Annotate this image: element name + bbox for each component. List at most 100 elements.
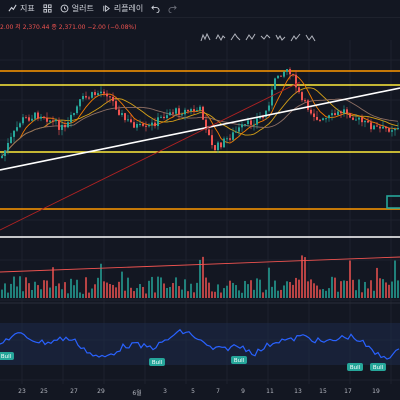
candle-body bbox=[379, 126, 381, 129]
time-axis-label: 5 bbox=[191, 388, 195, 395]
volume-bar bbox=[109, 284, 111, 298]
volume-bar bbox=[238, 290, 240, 298]
candle-body bbox=[292, 74, 294, 76]
candle-body bbox=[46, 117, 48, 122]
volume-bar bbox=[76, 279, 78, 298]
candle-body bbox=[19, 123, 21, 128]
candle-body bbox=[322, 118, 324, 120]
layout-button[interactable] bbox=[43, 4, 52, 13]
candle-body bbox=[247, 120, 249, 125]
candle-body bbox=[319, 119, 321, 121]
candle-body bbox=[85, 96, 87, 98]
pattern-abcd-icon[interactable] bbox=[245, 27, 256, 41]
candle-body bbox=[34, 112, 36, 119]
candle-body bbox=[61, 125, 63, 130]
candle-body bbox=[286, 69, 288, 72]
price-chart[interactable]: Bull Bull Bull Bull Bull bbox=[0, 40, 400, 384]
replay-label: 리플레이 bbox=[113, 4, 144, 13]
volume-bar bbox=[361, 292, 363, 298]
volume-bar bbox=[385, 282, 387, 298]
layout-grid-icon bbox=[43, 4, 52, 13]
candle-body bbox=[67, 122, 69, 128]
volume-bar bbox=[1, 289, 3, 298]
candle-body bbox=[166, 115, 168, 119]
candle-body bbox=[367, 120, 369, 123]
candle-body bbox=[115, 101, 117, 110]
time-axis-label: 25 bbox=[40, 388, 48, 395]
candle-body bbox=[58, 120, 60, 130]
candle-body bbox=[352, 117, 354, 120]
candle-body bbox=[355, 119, 357, 121]
time-axis-label: 27 bbox=[70, 388, 78, 395]
candle-body bbox=[52, 120, 54, 122]
volume-bar bbox=[49, 287, 51, 298]
time-axis-label: 17 bbox=[344, 388, 352, 395]
candle-body bbox=[124, 113, 126, 121]
pattern-head-shoulders-icon[interactable] bbox=[230, 27, 241, 41]
candle-body bbox=[133, 122, 135, 128]
bull-badge bbox=[347, 363, 363, 371]
candle-body bbox=[175, 108, 177, 114]
volume-bar bbox=[205, 277, 207, 298]
replay-button[interactable]: 리플레이 bbox=[102, 3, 143, 14]
pattern-cypher-icon[interactable] bbox=[215, 27, 226, 42]
indicators-button[interactable]: 지표 bbox=[8, 3, 35, 14]
time-axis-label: 29 bbox=[97, 388, 105, 395]
elliott-wave-icon[interactable] bbox=[290, 27, 301, 42]
candle-body bbox=[340, 111, 342, 114]
candle-body bbox=[205, 119, 207, 130]
candle-body bbox=[73, 113, 75, 115]
top-toolbar: 지표 얼러트 리플레이 bbox=[0, 0, 400, 18]
volume-bar bbox=[214, 291, 216, 298]
candle-body bbox=[262, 116, 264, 118]
candle-body bbox=[157, 117, 159, 127]
time-axis-label: 3 bbox=[163, 388, 167, 395]
volume-bar bbox=[28, 283, 30, 298]
redo-button[interactable] bbox=[168, 4, 178, 13]
candle-body bbox=[151, 122, 153, 126]
undo-icon bbox=[151, 5, 160, 13]
candle-body bbox=[142, 123, 144, 126]
candle-body bbox=[112, 97, 114, 102]
volume-bar bbox=[211, 291, 213, 298]
volume-bar bbox=[376, 267, 378, 298]
indicator-icon bbox=[8, 4, 17, 12]
volume-bar bbox=[106, 282, 108, 298]
candle-body bbox=[97, 93, 99, 95]
volume-bar bbox=[355, 290, 357, 298]
candle-body bbox=[265, 110, 267, 117]
pattern-three-drives-icon[interactable] bbox=[275, 27, 286, 41]
volume-bar bbox=[223, 288, 225, 298]
volume-bar bbox=[70, 278, 72, 298]
candle-body bbox=[310, 109, 312, 114]
candle-body bbox=[220, 142, 222, 148]
volume-bar bbox=[208, 282, 210, 298]
candles bbox=[1, 67, 399, 162]
volume-bar bbox=[142, 286, 144, 298]
undo-button[interactable] bbox=[151, 4, 160, 13]
candle-body bbox=[106, 93, 108, 97]
volume-bar bbox=[322, 289, 324, 298]
bull-badge-label: Bull bbox=[234, 358, 245, 364]
candle-body bbox=[259, 116, 261, 119]
alert-button[interactable]: 얼러트 bbox=[60, 3, 94, 14]
candle-body bbox=[1, 156, 3, 158]
volume-bar bbox=[202, 256, 204, 298]
volume-bar bbox=[73, 285, 75, 298]
volume-bar bbox=[229, 280, 231, 298]
candle-body bbox=[331, 113, 333, 116]
candle-body bbox=[328, 115, 330, 119]
pattern-xabcd-icon[interactable] bbox=[200, 27, 211, 42]
candle-body bbox=[349, 113, 351, 118]
volume-bar bbox=[328, 288, 330, 298]
volume-bar bbox=[25, 277, 27, 298]
volume-bar bbox=[346, 280, 348, 298]
elliott-correction-icon[interactable] bbox=[305, 27, 316, 42]
candle-body bbox=[100, 91, 102, 94]
pattern-triangle-icon[interactable] bbox=[260, 27, 271, 40]
candle-body bbox=[280, 75, 282, 77]
volume-bar bbox=[310, 279, 312, 298]
volume-bar bbox=[283, 285, 285, 298]
volume-bar bbox=[217, 284, 219, 298]
bull-badge bbox=[370, 363, 386, 371]
